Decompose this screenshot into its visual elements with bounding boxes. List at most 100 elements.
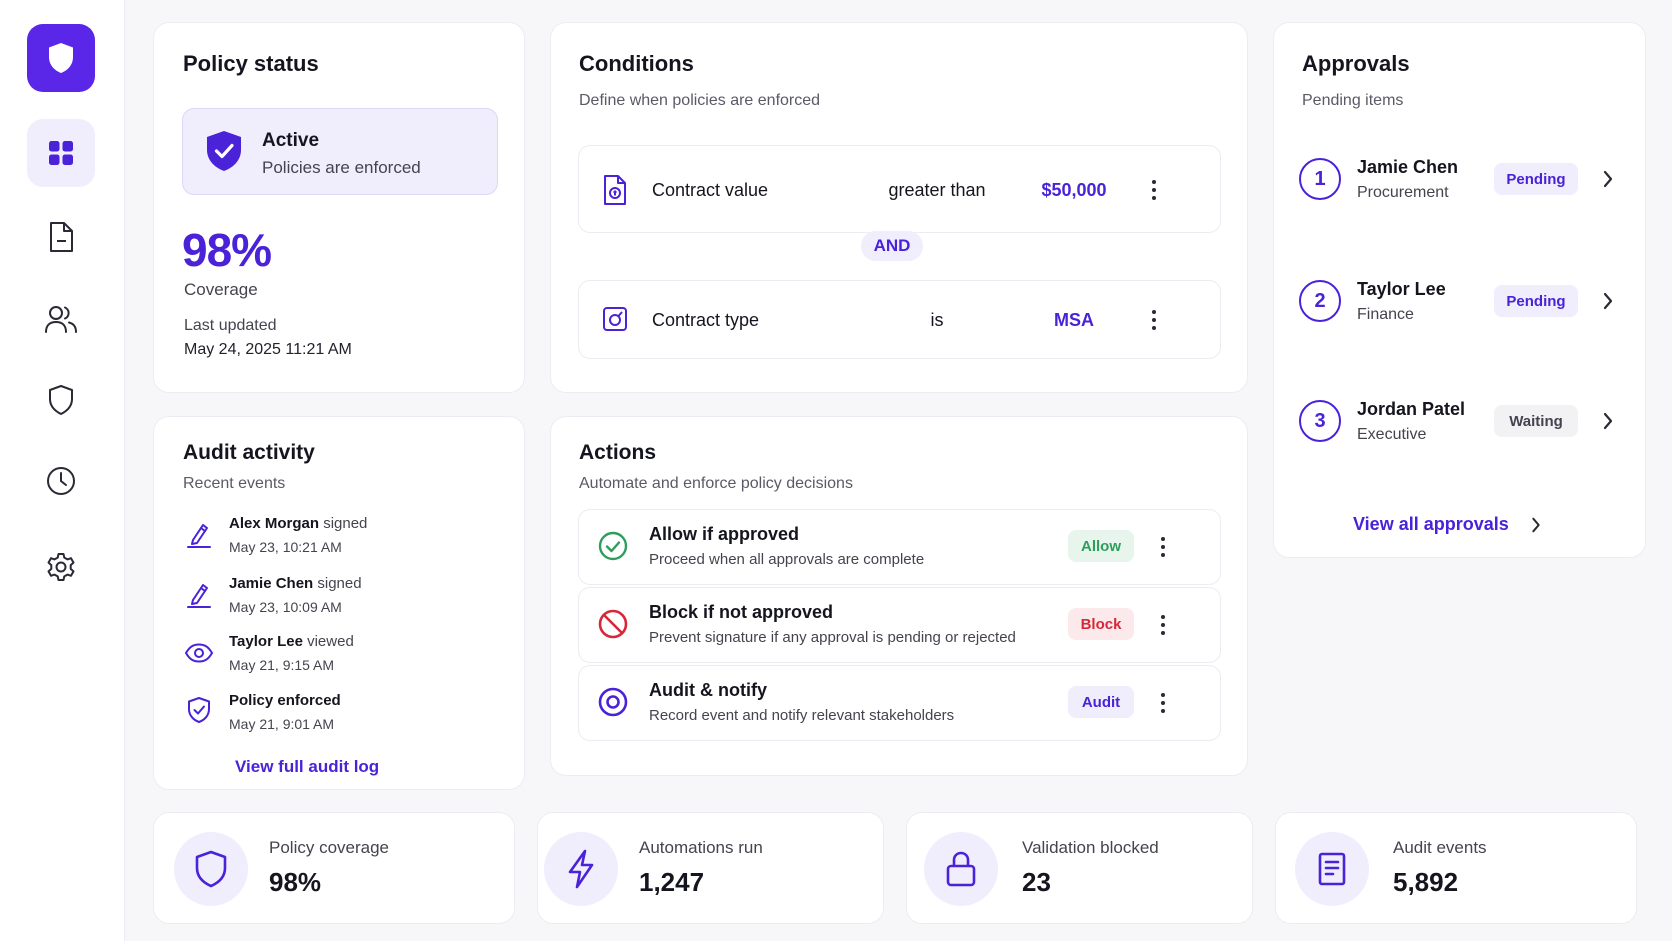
step-number: 1 [1299, 158, 1341, 200]
view-all-approvals-link[interactable]: View all approvals [1353, 514, 1509, 534]
approval-item[interactable]: 2 Taylor Lee Finance Pending [1294, 273, 1634, 345]
pen-icon [187, 524, 211, 548]
card-subtitle: Define when policies are enforced [579, 92, 821, 109]
card-title: Policy status [183, 51, 319, 76]
contract-type-icon [603, 307, 627, 331]
nav-users[interactable] [27, 285, 95, 353]
condition-operator[interactable]: greater than [888, 180, 986, 200]
document-icon [50, 222, 73, 252]
shield-check-icon [188, 697, 210, 723]
block-icon [598, 609, 628, 639]
more-options-icon[interactable] [1153, 610, 1173, 640]
updated-label: Last updated [184, 317, 277, 334]
stat-icon-circle [544, 832, 618, 906]
approval-item[interactable]: 3 Jordan Patel Executive Waiting [1294, 393, 1634, 465]
updated-value: May 24, 2025 11:21 AM [184, 341, 352, 358]
action-row[interactable]: Audit & notify Record event and notify r… [578, 665, 1221, 741]
grid-icon [49, 141, 73, 165]
condition-value[interactable]: MSA [1054, 310, 1094, 330]
condition-value[interactable]: $50,000 [1041, 180, 1107, 200]
action-badge: Allow [1068, 530, 1134, 562]
action-row[interactable]: Block if not approved Prevent signature … [578, 587, 1221, 663]
app-logo[interactable] [27, 24, 95, 92]
status-title: Active [262, 130, 320, 151]
action-description: Record event and notify relevant stakeho… [649, 707, 955, 724]
eye-icon [184, 643, 214, 663]
condition-operator[interactable]: is [930, 310, 944, 330]
check-circle-icon [598, 531, 628, 561]
nav-documents[interactable] [27, 203, 95, 271]
lock-icon [946, 851, 976, 887]
approver-role: Finance [1357, 306, 1414, 323]
stat-card: Audit events 5,892 [1275, 812, 1637, 924]
status-badge: Waiting [1494, 405, 1578, 437]
action-description: Prevent signature if any approval is pen… [649, 629, 1016, 646]
condition-row[interactable]: Contract value greater than $50,000 [578, 145, 1221, 233]
event-time: May 21, 9:15 AM [229, 657, 335, 673]
chevron-right-icon[interactable] [1602, 169, 1614, 189]
target-icon [598, 687, 628, 717]
stat-value: 23 [1022, 867, 1051, 897]
approver-role: Executive [1357, 426, 1427, 443]
approver-name: Jordan Patel [1357, 399, 1466, 419]
shield-icon [49, 385, 73, 415]
event-action: signed [317, 575, 362, 592]
pen-icon [187, 584, 211, 608]
nav-history[interactable] [27, 447, 95, 515]
more-options-icon[interactable] [1144, 305, 1164, 335]
approval-item[interactable]: 1 Jamie Chen Procurement Pending [1294, 151, 1634, 223]
shield-check-icon [207, 131, 241, 171]
stat-card: Policy coverage 98% [153, 812, 515, 924]
stat-label: Validation blocked [1022, 838, 1159, 857]
step-number: 2 [1299, 280, 1341, 322]
card-title: Conditions [579, 51, 694, 76]
stat-label: Audit events [1393, 838, 1487, 857]
nav-policies[interactable] [27, 366, 95, 434]
event-actor: Jamie Chen [229, 575, 314, 592]
more-options-icon[interactable] [1153, 532, 1173, 562]
condition-field: Contract value [652, 180, 769, 200]
stat-card: Automations run 1,247 [537, 812, 884, 924]
event-actor: Policy enforced [229, 692, 341, 709]
actions-card: Actions Automate and enforce policy deci… [550, 416, 1248, 776]
event-action: signed [323, 515, 368, 532]
action-badge: Audit [1068, 686, 1134, 718]
more-options-icon[interactable] [1153, 688, 1173, 718]
coverage-label: Coverage [184, 280, 258, 299]
card-title: Audit activity [183, 441, 315, 464]
stat-icon-circle [1295, 832, 1369, 906]
approvals-card: Approvals Pending items 1 Jamie Chen Pro… [1273, 22, 1646, 558]
nav-settings[interactable] [27, 533, 95, 601]
action-row[interactable]: Allow if approved Proceed when all appro… [578, 509, 1221, 585]
more-options-icon[interactable] [1144, 175, 1164, 205]
shield-icon [195, 850, 227, 888]
audit-event: Jamie Chen signed May 23, 10:09 AM [182, 575, 502, 625]
chevron-right-icon[interactable] [1602, 291, 1614, 311]
action-badge: Block [1068, 608, 1134, 640]
stat-icon-circle [174, 832, 248, 906]
conditions-card: Conditions Define when policies are enfo… [550, 22, 1248, 393]
document-list-icon [1318, 852, 1346, 886]
clock-icon [47, 467, 75, 495]
audit-activity-card: Audit activity Recent events Alex Morgan… [153, 416, 525, 790]
audit-event: Policy enforced May 21, 9:01 AM [182, 692, 502, 742]
action-title: Block if not approved [649, 602, 834, 622]
approver-name: Jamie Chen [1357, 157, 1459, 177]
condition-row[interactable]: Contract type is MSA [578, 280, 1221, 359]
stat-card: Validation blocked 23 [906, 812, 1253, 924]
lightning-icon [568, 849, 594, 889]
sidebar [0, 0, 125, 941]
chevron-right-icon[interactable] [1530, 516, 1542, 534]
policy-status-card: Policy status Active Policies are enforc… [153, 22, 525, 393]
view-audit-log-link[interactable]: View full audit log [235, 757, 380, 776]
approver-role: Procurement [1357, 184, 1449, 201]
nav-dashboard[interactable] [27, 119, 95, 187]
coverage-value: 98% [182, 224, 272, 276]
event-action: viewed [307, 633, 354, 650]
status-badge: Pending [1494, 285, 1578, 317]
action-title: Audit & notify [649, 680, 767, 700]
card-subtitle: Automate and enforce policy decisions [579, 475, 853, 492]
card-title: Actions [579, 441, 657, 464]
chevron-right-icon[interactable] [1602, 411, 1614, 431]
event-actor: Alex Morgan [229, 515, 320, 532]
